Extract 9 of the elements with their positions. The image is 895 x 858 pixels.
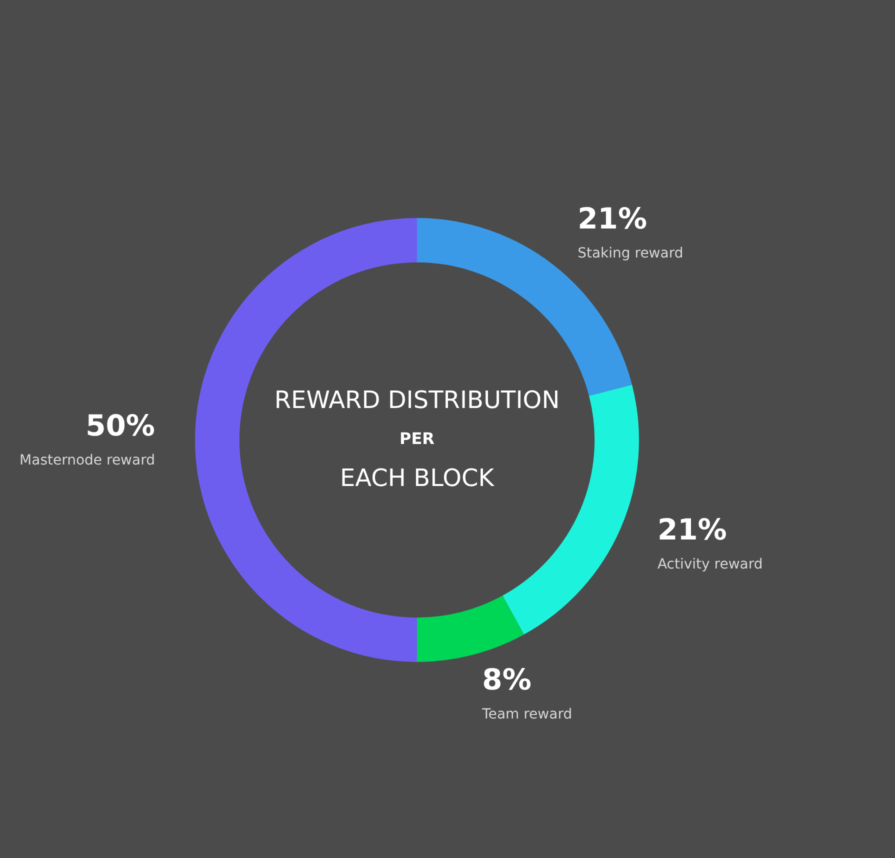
slice-label: Team reward (481, 706, 572, 722)
slice-label: Masternode reward (20, 452, 155, 469)
data-label: 21% (578, 202, 648, 236)
data-label: 8% (482, 662, 532, 696)
data-label: 50% (86, 408, 155, 443)
slice-label: Staking reward (578, 246, 684, 262)
data-label: 21% (657, 512, 727, 547)
slice-label: Activity reward (657, 556, 763, 573)
text: REWARD DISTRIBUTION PER EACH BLOCK (273, 385, 561, 494)
